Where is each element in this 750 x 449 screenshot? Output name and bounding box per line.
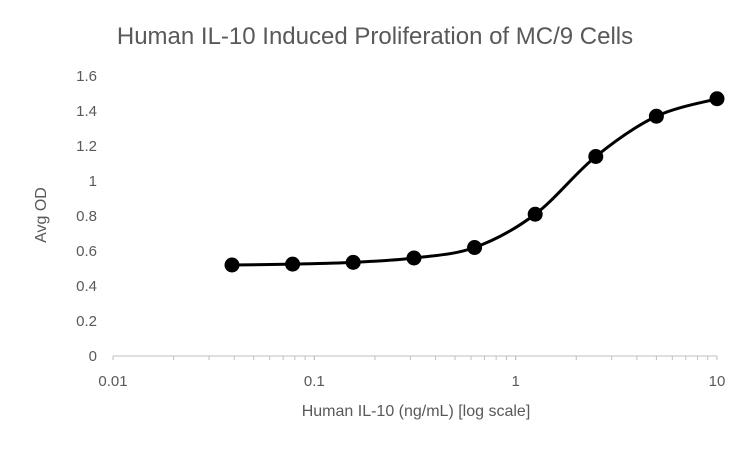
y-tick-label: 1.6 [76,68,97,85]
y-axis-tick-labels: 0 0.2 0.4 0.6 0.8 1 1.2 1.4 1.6 [76,68,97,365]
data-point [406,250,422,266]
x-tick-label: 0.1 [304,373,325,390]
x-axis-tick-labels: 0.01 0.1 1 10 [98,373,725,390]
y-tick-label: 1 [89,173,97,190]
y-tick-label: 1.4 [76,103,97,120]
x-tick-label: 10 [709,373,726,390]
data-point [467,240,483,255]
data-point [588,149,604,164]
y-tick-label: 0.8 [76,208,97,225]
y-tick-label: 1.2 [76,138,97,155]
y-tick-label: 0 [89,348,97,365]
y-tick-label: 0.2 [76,313,97,330]
plot-area [224,91,725,273]
data-point [224,257,240,273]
data-point [648,108,664,124]
x-tick-label: 1 [511,373,519,390]
x-axis-ticks [112,356,718,360]
chart-title: Human IL-10 Induced Proliferation of MC/… [117,23,633,50]
y-axis-label: Avg OD [33,187,50,243]
data-point [527,206,543,222]
x-tick-label: 0.01 [98,373,127,390]
y-tick-label: 0.6 [76,243,97,260]
data-point [345,254,361,270]
data-point [285,256,301,272]
x-axis-label: Human IL-10 (ng/mL) [log scale] [302,403,531,420]
axes: 0.01 0.1 1 10 0 0.2 0.4 0.6 0.8 1 1.2 1.4 1.6 [76,68,725,390]
data-point [709,91,725,107]
y-tick-label: 0.4 [76,278,97,295]
